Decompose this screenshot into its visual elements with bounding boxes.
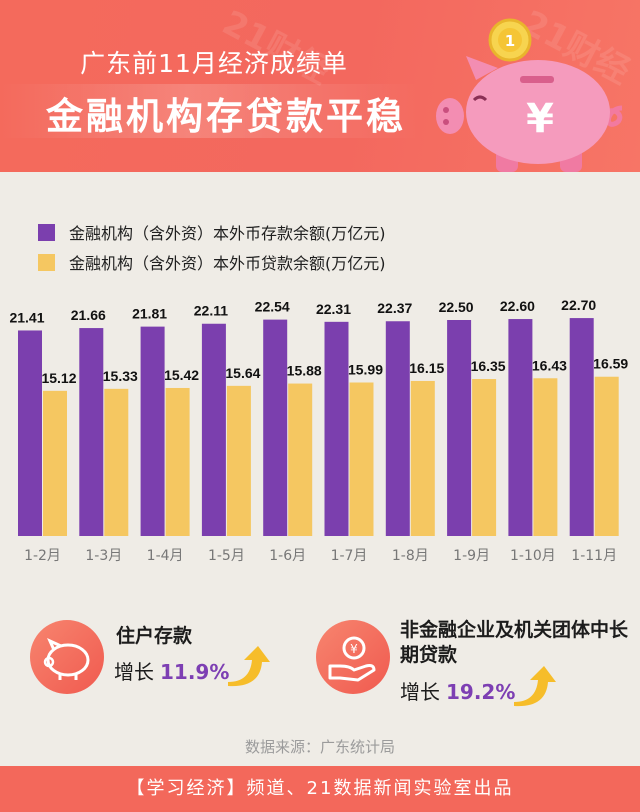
header-subtitle: 广东前11月经济成绩单 bbox=[80, 49, 348, 78]
stat-growth-label: 增长 bbox=[114, 660, 154, 684]
data-source: 数据来源：广东统计局 bbox=[244, 738, 395, 756]
x-tick-label: 1-9月 bbox=[453, 548, 490, 564]
bar-deposit bbox=[324, 321, 349, 536]
page-title: 金融机构存贷款平稳 bbox=[46, 95, 406, 138]
title-band bbox=[0, 84, 420, 138]
piggy-bank-icon bbox=[43, 638, 90, 680]
bar-deposit bbox=[447, 320, 472, 536]
stat-icon-circle: ¥ bbox=[316, 620, 390, 694]
legend-item-deposit: 金融机构（含外资）本外币存款余额(万亿元) bbox=[38, 218, 386, 246]
legend-swatch-deposit bbox=[38, 223, 55, 241]
bar-loan bbox=[226, 385, 251, 536]
hand-coin-icon: ¥ bbox=[328, 636, 376, 682]
x-tick-label: 1-8月 bbox=[392, 548, 429, 564]
bar-chart: 21.41 15.12 1-2月 21.66 15.33 1-3月 21.81 15.42 1-… bbox=[9, 297, 628, 564]
svg-text:¥: ¥ bbox=[526, 96, 554, 142]
bar-deposit bbox=[569, 318, 594, 536]
piggy-bank-illustration: 1 ¥ bbox=[436, 18, 623, 172]
stat-growth-value: 19.2% bbox=[446, 680, 516, 704]
bar-loan bbox=[349, 382, 374, 536]
bar-loan bbox=[43, 390, 67, 536]
x-tick-label: 1-4月 bbox=[147, 548, 184, 564]
x-tick-label: 1-11月 bbox=[571, 548, 617, 564]
data-label: 22.37 bbox=[377, 300, 412, 316]
stat-growth-value: 11.9% bbox=[160, 660, 230, 684]
bar-loan bbox=[165, 387, 190, 536]
arrow-up-icon bbox=[514, 666, 556, 707]
bar-deposit bbox=[18, 330, 42, 536]
bar-deposit bbox=[140, 326, 165, 536]
data-label: 15.88 bbox=[287, 363, 322, 379]
data-label: 22.11 bbox=[194, 303, 228, 319]
legend-item-loan: 金融机构（含外资）本外币贷款余额(万亿元) bbox=[38, 248, 386, 276]
chart-legend: 金融机构（含外资）本外币存款余额(万亿元) 金融机构（含外资）本外币贷款余额(万… bbox=[38, 218, 386, 278]
stat-growth: 增长 11.9% bbox=[114, 656, 229, 685]
data-label: 22.60 bbox=[500, 298, 535, 314]
x-tick-label: 1-7月 bbox=[331, 548, 368, 564]
bar-deposit bbox=[201, 323, 226, 536]
svg-text:1: 1 bbox=[505, 32, 515, 50]
data-label: 16.35 bbox=[471, 358, 506, 374]
stat-growth: 增长 19.2% bbox=[400, 676, 515, 705]
stat-title: 住户存款 bbox=[116, 625, 193, 647]
svg-text:¥: ¥ bbox=[350, 642, 358, 656]
data-label: 15.33 bbox=[103, 368, 138, 384]
data-label: 22.54 bbox=[255, 299, 290, 315]
legend-label-loan: 金融机构（含外资）本外币贷款余额(万亿元) bbox=[69, 254, 386, 273]
data-label: 16.15 bbox=[409, 360, 444, 376]
data-label: 22.31 bbox=[316, 301, 351, 317]
data-label: 15.42 bbox=[164, 367, 199, 383]
bar-loan bbox=[410, 380, 435, 536]
bar-deposit bbox=[263, 319, 288, 536]
bar-loan bbox=[104, 388, 129, 536]
data-label: 15.12 bbox=[41, 370, 76, 386]
data-label: 16.59 bbox=[593, 356, 628, 372]
bar-loan bbox=[288, 383, 313, 536]
bar-deposit bbox=[385, 321, 410, 536]
bar-loan bbox=[472, 379, 497, 536]
bar-deposit bbox=[79, 328, 104, 536]
stat-title: 非金融企业及机关团体中长期贷款 bbox=[400, 619, 629, 666]
data-label: 16.43 bbox=[532, 357, 567, 373]
data-label: 21.81 bbox=[132, 306, 167, 322]
data-label: 22.50 bbox=[439, 299, 474, 315]
data-label: 15.99 bbox=[348, 361, 383, 377]
footer-credit: 【学习经济】频道、21数据新闻实验室出品 bbox=[0, 766, 640, 812]
data-label: 21.41 bbox=[9, 309, 44, 325]
x-tick-label: 1-2月 bbox=[24, 548, 61, 564]
arrow-up-icon bbox=[228, 646, 270, 687]
data-label: 21.66 bbox=[71, 307, 106, 323]
bar-loan bbox=[594, 376, 619, 536]
stat-growth-label: 增长 bbox=[400, 680, 440, 704]
stat-icon-circle bbox=[30, 620, 104, 694]
header-banner: 21财经 21财经 广东前11月经济成绩单 金融机构存贷款平稳 1 ¥ bbox=[0, 0, 640, 172]
legend-label-deposit: 金融机构（含外资）本外币存款余额(万亿元) bbox=[69, 224, 386, 243]
bar-loan bbox=[533, 378, 558, 536]
data-label: 22.70 bbox=[561, 297, 596, 313]
bar-deposit bbox=[508, 319, 533, 536]
x-tick-label: 1-3月 bbox=[85, 548, 122, 564]
x-tick-label: 1-6月 bbox=[269, 548, 306, 564]
legend-swatch-loan bbox=[38, 253, 55, 271]
data-label: 15.64 bbox=[225, 365, 260, 381]
x-tick-label: 1-5月 bbox=[208, 548, 245, 564]
x-tick-label: 1-10月 bbox=[510, 548, 556, 564]
